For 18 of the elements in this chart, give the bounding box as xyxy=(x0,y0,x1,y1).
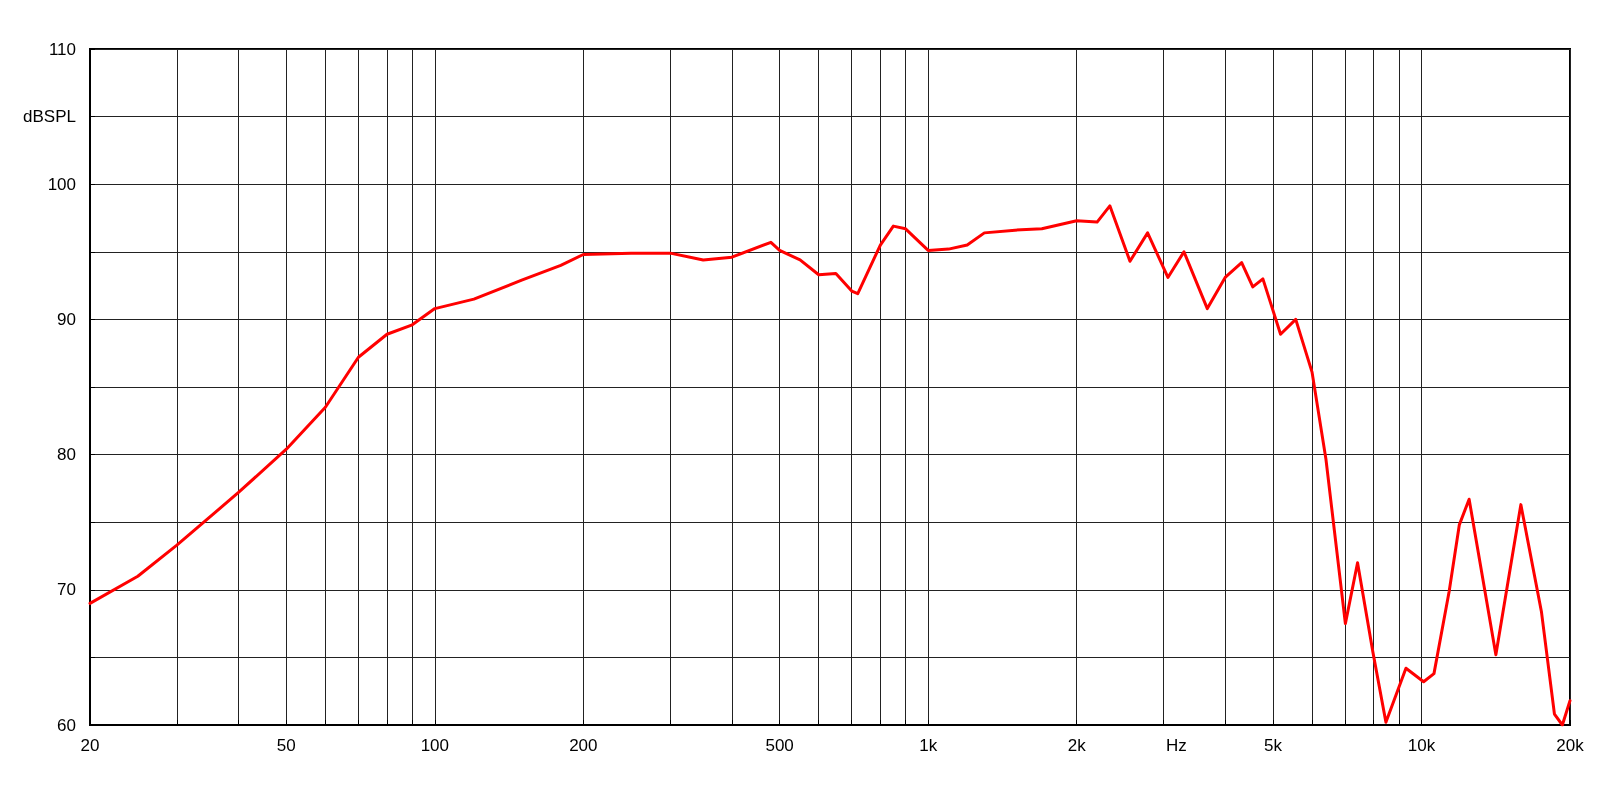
x-tick-label: 500 xyxy=(765,736,794,755)
x-axis-title: Hz xyxy=(1166,736,1187,755)
x-tick-label: 200 xyxy=(569,736,598,755)
x-tick-label: 2k xyxy=(1067,736,1087,755)
y-axis-title: dBSPL xyxy=(23,106,76,126)
x-tick-label: 100 xyxy=(420,736,450,755)
y-tick-label: 110 xyxy=(48,39,76,59)
x-tick-label: 20k xyxy=(1556,736,1585,755)
y-tick-label: 90 xyxy=(57,309,76,329)
x-tick-label: 1k xyxy=(919,736,938,755)
x-tick-label: 20 xyxy=(80,736,100,755)
y-tick-label: 70 xyxy=(57,580,76,600)
x-tick-label: 5k xyxy=(1264,736,1283,755)
y-tick-label: 80 xyxy=(57,445,76,465)
x-tick-label: 10k xyxy=(1407,736,1436,755)
y-tick-label: 100 xyxy=(47,174,76,194)
x-tick-label: 50 xyxy=(276,736,296,755)
y-tick-label: 60 xyxy=(57,715,76,735)
